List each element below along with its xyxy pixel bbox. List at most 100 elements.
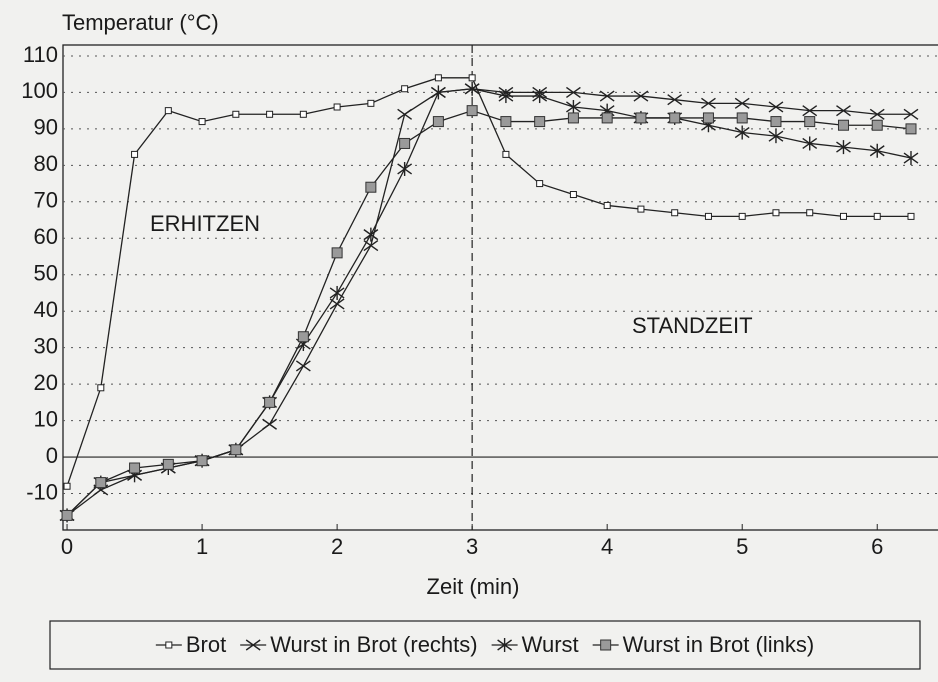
x-tick-label: 4 — [601, 534, 613, 559]
marker — [905, 123, 917, 135]
marker-shape — [97, 384, 105, 392]
marker — [434, 74, 442, 82]
series-line — [66, 88, 911, 516]
x-tick-label: 0 — [61, 534, 73, 559]
marker-stroke — [566, 86, 581, 98]
x-tick-label: 1 — [196, 534, 208, 559]
marker-shape — [600, 639, 612, 651]
marker-shape — [702, 112, 714, 124]
marker-stroke — [836, 105, 851, 117]
marker-shape — [232, 110, 240, 118]
marker-shape — [164, 107, 172, 115]
marker-shape — [129, 462, 141, 474]
marker-stroke — [903, 108, 919, 120]
marker-shape — [468, 74, 476, 82]
legend-item: Wurst in Brot (links) — [592, 632, 814, 657]
marker-stroke — [599, 90, 615, 102]
series-line — [66, 88, 912, 516]
marker-shape — [399, 137, 411, 149]
marker-shape — [907, 212, 915, 220]
marker-shape — [264, 396, 276, 408]
marker — [836, 140, 851, 155]
marker — [266, 110, 274, 118]
marker — [569, 191, 577, 199]
marker-stroke — [667, 94, 683, 106]
marker-shape — [567, 112, 579, 124]
marker-stroke — [734, 97, 750, 109]
marker — [430, 85, 446, 100]
y-axis-label: Temperatur (°C) — [62, 10, 219, 35]
marker-shape — [635, 112, 647, 124]
marker-shape — [466, 105, 478, 117]
marker — [702, 112, 714, 124]
marker-shape — [297, 331, 309, 343]
marker — [770, 116, 782, 128]
series-line — [66, 109, 912, 516]
marker-shape — [534, 116, 546, 128]
marker — [502, 150, 510, 158]
marker — [365, 181, 377, 193]
y-tick-label: 30 — [34, 333, 58, 358]
marker — [466, 105, 478, 117]
marker — [165, 641, 173, 649]
legend-item: Wurst in Brot (rechts) — [240, 632, 478, 657]
marker-shape — [669, 112, 681, 124]
x-axis-label: Zeit (min) — [427, 574, 520, 599]
marker — [63, 482, 71, 490]
marker-shape — [569, 191, 577, 199]
y-tick-label: 20 — [34, 370, 58, 395]
marker — [534, 116, 546, 128]
annotation: ERHITZEN — [150, 211, 260, 236]
marker — [498, 89, 514, 104]
marker — [397, 161, 413, 176]
marker — [532, 89, 548, 104]
marker — [738, 212, 746, 220]
marker-shape — [432, 116, 444, 128]
marker — [329, 285, 345, 300]
marker — [198, 118, 206, 126]
marker — [603, 201, 611, 209]
marker — [245, 639, 261, 651]
marker-shape — [230, 444, 242, 456]
marker-shape — [165, 641, 173, 649]
marker — [772, 209, 780, 217]
marker — [230, 444, 242, 456]
marker — [129, 462, 141, 474]
marker — [331, 247, 343, 259]
marker — [601, 112, 613, 124]
marker — [264, 396, 276, 408]
marker — [734, 125, 750, 140]
marker-shape — [837, 119, 849, 131]
marker — [903, 108, 919, 120]
marker-stroke — [329, 298, 345, 310]
marker-stroke — [295, 360, 311, 372]
marker-shape — [365, 181, 377, 193]
marker — [567, 112, 579, 124]
marker — [635, 112, 647, 124]
marker — [162, 458, 174, 470]
marker — [97, 384, 105, 392]
marker-shape — [131, 150, 139, 158]
marker-stroke — [869, 108, 885, 120]
marker-shape — [704, 212, 712, 220]
marker-shape — [367, 99, 375, 107]
marker-shape — [266, 110, 274, 118]
marker — [262, 418, 278, 430]
marker — [804, 116, 816, 128]
marker-shape — [502, 150, 510, 158]
marker — [869, 143, 885, 158]
marker — [768, 101, 784, 113]
marker — [667, 94, 683, 106]
marker — [232, 110, 240, 118]
marker — [61, 509, 73, 521]
marker — [736, 112, 748, 124]
marker-shape — [333, 103, 341, 111]
series-line — [66, 77, 911, 487]
marker-shape — [401, 85, 409, 93]
marker — [600, 639, 612, 651]
legend-box — [49, 620, 921, 670]
y-tick-label: 40 — [34, 297, 58, 322]
marker-stroke — [245, 639, 261, 651]
marker — [869, 108, 885, 120]
marker-shape — [196, 455, 208, 467]
